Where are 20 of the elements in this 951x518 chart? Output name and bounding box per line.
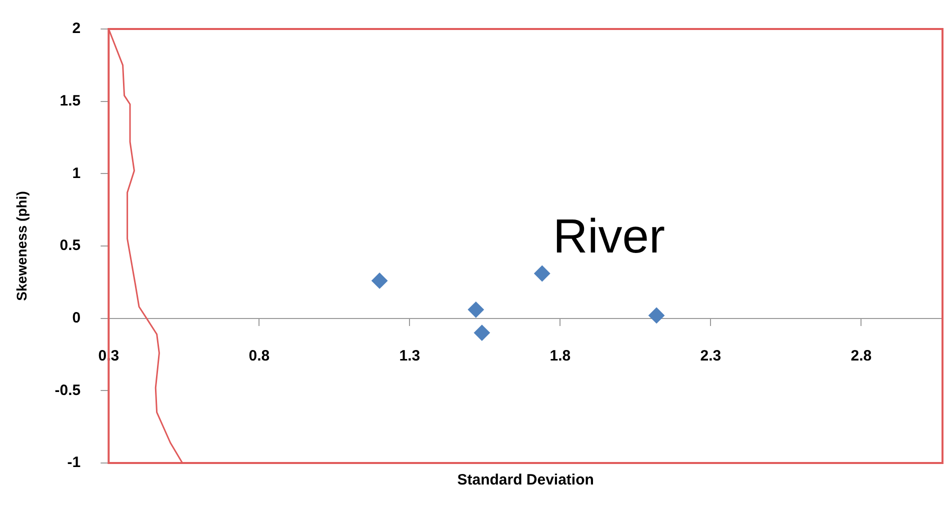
point xyxy=(372,272,388,289)
x-tick-label: 2.3 xyxy=(700,347,722,364)
y-tick-label: 1.5 xyxy=(60,92,81,110)
y-tick-label: -1 xyxy=(67,454,81,472)
x-tick-label: 1.8 xyxy=(550,347,571,364)
point xyxy=(648,307,665,324)
x-axis-title: Standard Deviation xyxy=(457,472,594,489)
y-tick-label: 0 xyxy=(72,309,81,326)
x-tick-label: 0.8 xyxy=(248,347,270,364)
y-tick-label: 1 xyxy=(72,164,81,182)
annotation: River xyxy=(552,210,665,264)
point xyxy=(468,302,484,318)
y-axis-title: Skeweness (phi) xyxy=(13,191,30,301)
y-tick-label: 0.5 xyxy=(60,237,81,254)
x-tick-label: 1.3 xyxy=(399,347,420,364)
y-tick-label: 2 xyxy=(72,20,81,38)
point xyxy=(474,324,490,341)
y-tick-label: -0.5 xyxy=(54,382,81,399)
x-tick-label: 2.8 xyxy=(850,347,872,364)
point xyxy=(534,265,550,282)
